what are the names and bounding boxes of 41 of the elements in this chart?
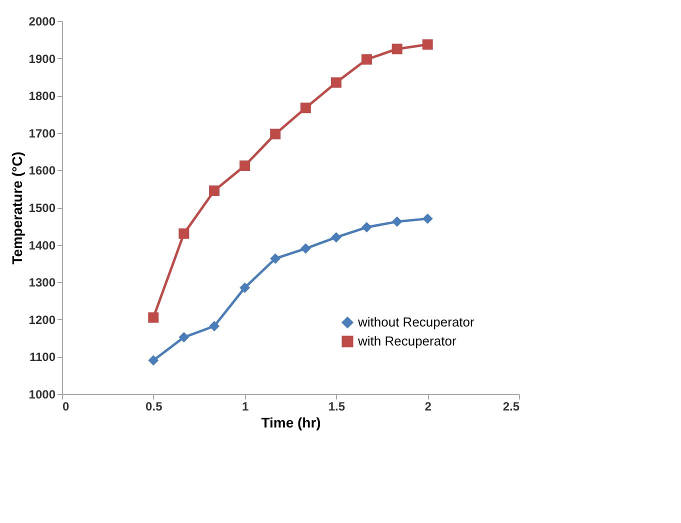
- point: [209, 320, 220, 332]
- point: [209, 185, 220, 196]
- point: [392, 44, 402, 54]
- y-tick-label: 1700: [28, 126, 56, 140]
- y-tick-label: 1500: [28, 201, 56, 215]
- point: [270, 253, 281, 264]
- y-tick-label: 1100: [29, 350, 56, 364]
- y-tick-label: 2000: [28, 14, 56, 28]
- y-tick-label: 1600: [28, 164, 56, 178]
- point: [240, 282, 250, 293]
- y-axis-title: Temperature (°C): [8, 152, 25, 264]
- point: [330, 232, 342, 243]
- point: [422, 39, 433, 50]
- y-tick-label: 1900: [28, 52, 56, 66]
- legend-label: without Recuperator: [357, 314, 476, 330]
- point: [422, 213, 433, 224]
- x-tick-label: 2: [424, 400, 432, 414]
- y-tick-label: 1000: [28, 388, 56, 402]
- point: [148, 312, 159, 323]
- point: [300, 102, 311, 114]
- x-axis-title: Time (hr): [261, 414, 321, 430]
- y-tick-label: 1400: [28, 238, 56, 252]
- x-tick-label: 1.5: [328, 400, 346, 414]
- point: [178, 332, 190, 343]
- point: [148, 355, 159, 366]
- x-tick-label: 0.5: [146, 400, 163, 414]
- point: [361, 54, 372, 65]
- x-tick-label: 2.5: [502, 400, 520, 414]
- point: [300, 243, 311, 254]
- point: [330, 77, 342, 88]
- x-tick-label: 1: [242, 400, 249, 414]
- point: [361, 222, 372, 233]
- point: [240, 160, 250, 171]
- y-tick-label: 1300: [28, 276, 56, 290]
- y-tick-label: 1800: [28, 89, 56, 104]
- legend-label: with Recuperator: [357, 334, 457, 348]
- y-tick-label: 1200: [28, 312, 56, 327]
- point: [178, 228, 190, 239]
- x-tick-label: 0: [62, 400, 70, 414]
- point: [270, 128, 281, 140]
- point: [392, 216, 402, 227]
